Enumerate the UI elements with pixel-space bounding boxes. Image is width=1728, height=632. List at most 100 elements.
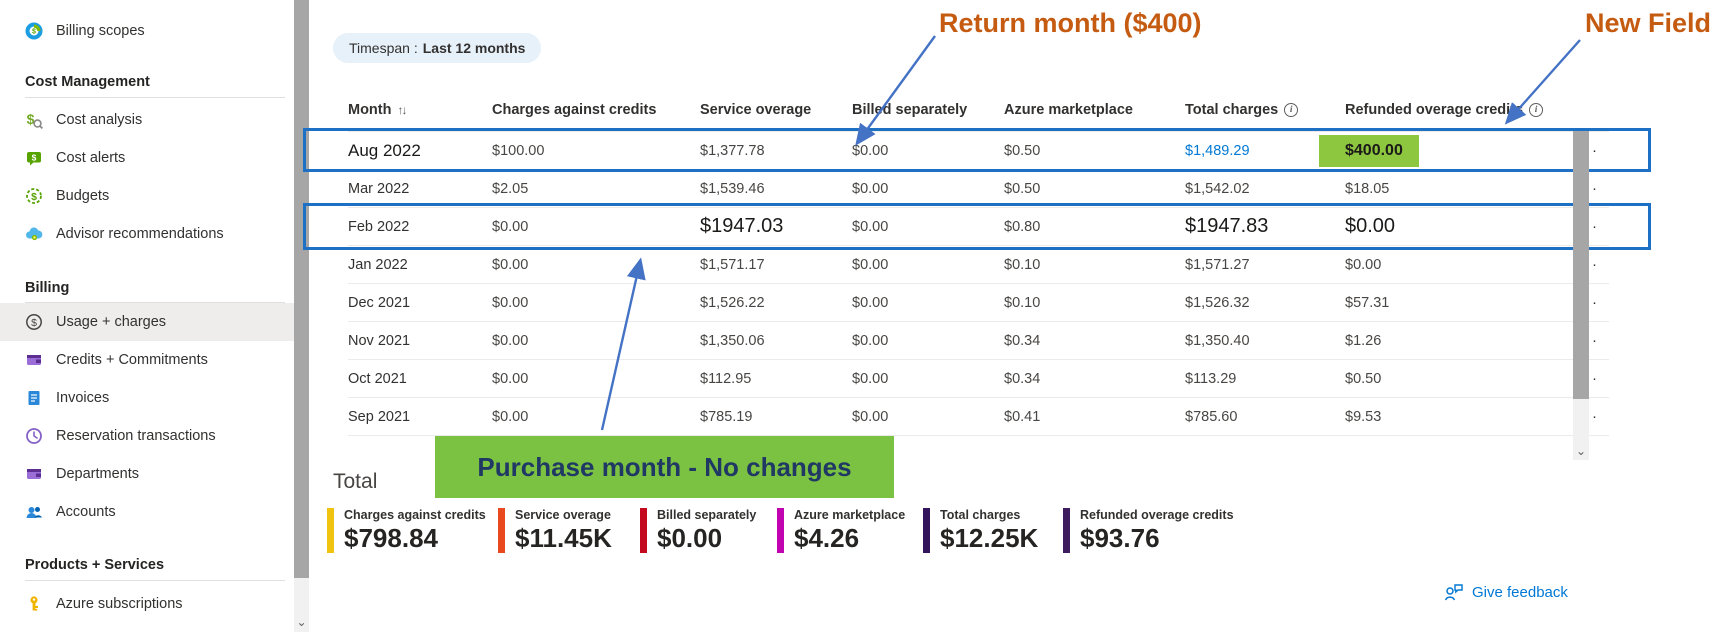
table-cell: $1,539.46 xyxy=(700,180,765,197)
sidebar-item-azure-subscriptions[interactable]: Azure subscriptions xyxy=(0,585,294,623)
sidebar-item-budgets[interactable]: $ Budgets xyxy=(0,177,294,215)
give-feedback-link[interactable]: Give feedback xyxy=(1444,583,1568,601)
table-row: Oct 2021 $0.00 $112.95 $0.00 $0.34 $113.29 $0.… xyxy=(348,360,1609,398)
sidebar-scrollbar-thumb[interactable] xyxy=(294,0,309,578)
table-cell: $1,350.40 xyxy=(1185,332,1250,349)
total-charges-link-cell[interactable]: $1,489.29 xyxy=(1185,142,1250,159)
table-cell: $0.50 xyxy=(1004,180,1041,197)
sidebar-item-invoices[interactable]: Invoices xyxy=(0,379,294,417)
table-row: Sep 2021 $0.00 $785.19 $0.00 $0.41 $785.60 $9.… xyxy=(348,398,1609,436)
table-cell: $9.53 xyxy=(1345,408,1382,425)
table-cell: $0.00 xyxy=(852,256,889,273)
total-tile-refunded-overage-credits: Refunded overage credits $93.76 xyxy=(1063,508,1234,554)
column-header-month[interactable]: Month ↑↓ xyxy=(348,102,407,118)
table-cell: $1,571.27 xyxy=(1185,256,1250,273)
sidebar-item-label: Cost alerts xyxy=(56,150,126,166)
table-cell: $0.00 xyxy=(852,332,889,349)
sidebar-item-credits-commitments[interactable]: Credits + Commitments xyxy=(0,341,294,379)
sidebar-section-billing: Billing xyxy=(25,280,70,296)
tile-color-bar xyxy=(327,508,334,553)
table-cell: $0.80 xyxy=(1004,218,1041,235)
table-scrollbar[interactable]: ⌄ xyxy=(1573,131,1589,460)
annotation-new-field: New Field xyxy=(1585,8,1712,38)
sidebar-item-label: Invoices xyxy=(56,390,110,406)
sidebar-item-cost-alerts[interactable]: $ Cost alerts xyxy=(0,139,294,177)
total-tile-azure-marketplace: Azure marketplace $4.26 xyxy=(777,508,905,554)
month-cell: Aug 2022 xyxy=(348,140,421,160)
table-cell: $0.10 xyxy=(1004,294,1041,311)
month-cell: Nov 2021 xyxy=(348,332,411,349)
timespan-filter-pill[interactable]: Timespan : Last 12 months xyxy=(333,33,542,63)
sidebar-item-label: Budgets xyxy=(56,188,110,204)
sidebar-item-label: Cost analysis xyxy=(56,112,143,128)
table-cell: $0.00 xyxy=(852,180,889,197)
table-cell: $1,542.02 xyxy=(1185,180,1250,197)
total-tile-charges-against-credits: Charges against credits $798.84 xyxy=(327,508,486,554)
sidebar-item-label: Accounts xyxy=(56,504,116,520)
svg-text:$: $ xyxy=(31,191,37,203)
table-cell: $0.50 xyxy=(1004,142,1041,159)
month-cell: Jan 2022 xyxy=(348,256,408,273)
table-cell: $1,526.32 xyxy=(1185,294,1250,311)
sidebar-item-billing-scopes[interactable]: $ Billing scopes xyxy=(0,12,294,50)
svg-text:$: $ xyxy=(32,152,37,162)
scroll-down-icon[interactable]: ⌄ xyxy=(296,615,307,629)
sidebar-item-usage-charges[interactable]: $ Usage + charges xyxy=(0,303,294,341)
table-cell: $1,377.78 xyxy=(700,142,765,159)
table-scrollbar-thumb[interactable] xyxy=(1573,131,1589,399)
table-cell: $112.95 xyxy=(700,370,752,387)
totals-heading: Total xyxy=(333,470,378,493)
month-cell: Oct 2021 xyxy=(348,370,407,387)
column-header-billed-separately: Billed separately xyxy=(852,102,968,118)
table-row: Jan 2022 $0.00 $1,571.17 $0.00 $0.10 $1,571.2… xyxy=(348,246,1609,284)
table-cell: $1947.83 xyxy=(1185,215,1269,237)
sidebar-item-departments[interactable]: Departments xyxy=(0,455,294,493)
sidebar-item-cost-analysis[interactable]: $ Cost analysis xyxy=(0,101,294,139)
table-cell: $0.00 xyxy=(492,332,529,349)
feedback-label: Give feedback xyxy=(1472,583,1568,601)
sidebar-item-label: Departments xyxy=(56,466,140,482)
cost-analysis-icon: $ xyxy=(27,111,43,129)
table-row: Aug 2022 $100.00 $1,377.78 $0.00 $0.50 $1,489… xyxy=(348,132,1609,170)
table-row: Mar 2022 $2.05 $1,539.46 $0.00 $0.50 $1,542.0… xyxy=(348,170,1609,208)
table-cell: $0.34 xyxy=(1004,332,1041,349)
tile-color-bar xyxy=(1063,508,1070,553)
scroll-down-icon[interactable]: ⌄ xyxy=(1575,444,1587,458)
tile-color-bar xyxy=(640,508,647,553)
info-icon[interactable]: i xyxy=(1284,103,1299,117)
cost-alerts-icon: $ xyxy=(27,152,41,166)
divider xyxy=(25,580,285,581)
table-row: Feb 2022 $0.00 $1947.03 $0.00 $0.80 $1947.83 $… xyxy=(348,208,1609,246)
sidebar-item-label: Reservation transactions xyxy=(56,428,216,444)
info-icon[interactable]: i xyxy=(1529,103,1544,117)
usage-charges-icon: $ xyxy=(26,314,42,330)
tile-color-bar xyxy=(777,508,784,553)
table-row: Dec 2021 $0.00 $1,526.22 $0.00 $0.10 $1,526.3… xyxy=(348,284,1609,322)
refunded-highlight-cell: $400.00 xyxy=(1319,134,1548,167)
table-cell: $0.00 xyxy=(1345,215,1396,237)
sidebar-item-accounts[interactable]: Accounts xyxy=(0,493,294,531)
usage-charges-table: Aug 2022 $100.00 $1,377.78 $0.00 $0.50 $1,489… xyxy=(348,131,1609,436)
table-cell: $0.00 xyxy=(852,370,889,387)
table-cell: $0.50 xyxy=(1345,370,1382,387)
billing-scopes-icon: $ xyxy=(25,22,43,40)
table-cell: $0.00 xyxy=(492,256,529,273)
table-cell: $1947.03 xyxy=(700,215,784,237)
table-cell: $0.10 xyxy=(1004,256,1041,273)
table-cell: $0.00 xyxy=(1345,256,1382,273)
sort-icon: ↑↓ xyxy=(397,103,407,117)
month-cell: Sep 2021 xyxy=(348,408,411,425)
sidebar-scrollbar[interactable]: ⌄ xyxy=(294,0,309,632)
azure-subscriptions-icon xyxy=(30,596,38,611)
sidebar-section-products-services: Products + Services xyxy=(25,557,165,573)
sidebar-section-cost-management: Cost Management xyxy=(25,74,150,90)
sidebar-item-advisor-recommendations[interactable]: Advisor recommendations xyxy=(0,215,294,253)
annotation-return-month: Return month ($400) xyxy=(939,8,1202,38)
month-cell: Mar 2022 xyxy=(348,180,410,197)
month-cell: Dec 2021 xyxy=(348,294,411,311)
sidebar-item-reservation-transactions[interactable]: Reservation transactions xyxy=(0,417,294,455)
table-cell: $0.00 xyxy=(852,218,889,235)
column-header-azure-marketplace: Azure marketplace xyxy=(1004,102,1133,118)
accounts-icon xyxy=(26,507,42,518)
sidebar-item-label: Credits + Commitments xyxy=(56,352,208,368)
